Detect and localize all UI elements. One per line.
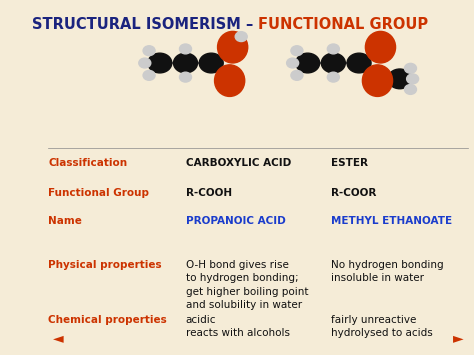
Ellipse shape xyxy=(363,65,392,97)
Circle shape xyxy=(404,84,417,94)
Circle shape xyxy=(180,72,191,82)
Circle shape xyxy=(143,70,155,80)
Text: Chemical properties: Chemical properties xyxy=(48,315,167,325)
Circle shape xyxy=(235,32,247,42)
Circle shape xyxy=(173,53,198,73)
Text: STRUCTURAL ISOMERISM –: STRUCTURAL ISOMERISM – xyxy=(32,17,258,32)
Circle shape xyxy=(328,72,339,82)
Text: R-COOR: R-COOR xyxy=(331,188,376,198)
Text: acidic
reacts with alcohols: acidic reacts with alcohols xyxy=(185,315,290,338)
Text: ◄: ◄ xyxy=(53,331,64,345)
Circle shape xyxy=(291,46,303,56)
Text: Physical properties: Physical properties xyxy=(48,260,162,270)
Circle shape xyxy=(287,58,299,68)
Circle shape xyxy=(143,46,155,56)
Circle shape xyxy=(321,53,346,73)
Circle shape xyxy=(148,53,172,73)
Text: ►: ► xyxy=(454,331,464,345)
Text: ESTER: ESTER xyxy=(331,158,368,168)
Text: fairly unreactive
hydrolysed to acids: fairly unreactive hydrolysed to acids xyxy=(331,315,433,338)
Text: O-H bond gives rise
to hydrogen bonding;
get higher boiling point
and solubility: O-H bond gives rise to hydrogen bonding;… xyxy=(185,260,308,310)
Circle shape xyxy=(139,58,151,68)
Text: CARBOXYLIC ACID: CARBOXYLIC ACID xyxy=(185,158,291,168)
Text: No hydrogen bonding
insoluble in water: No hydrogen bonding insoluble in water xyxy=(331,260,444,284)
Text: R-COOH: R-COOH xyxy=(185,188,232,198)
Ellipse shape xyxy=(218,31,248,63)
Text: Name: Name xyxy=(48,216,82,226)
Circle shape xyxy=(404,64,417,73)
Text: PROPANOIC ACID: PROPANOIC ACID xyxy=(185,216,285,226)
Ellipse shape xyxy=(215,65,245,97)
Ellipse shape xyxy=(365,31,396,63)
Circle shape xyxy=(296,53,319,73)
Text: Classification: Classification xyxy=(48,158,128,168)
Circle shape xyxy=(291,70,303,80)
Circle shape xyxy=(180,44,191,54)
Circle shape xyxy=(199,53,223,73)
Text: METHYL ETHANOATE: METHYL ETHANOATE xyxy=(331,216,452,226)
Circle shape xyxy=(347,53,371,73)
Text: FUNCTIONAL GROUP: FUNCTIONAL GROUP xyxy=(258,17,428,32)
Circle shape xyxy=(388,69,412,89)
Circle shape xyxy=(328,44,339,54)
Circle shape xyxy=(407,74,419,84)
Text: Functional Group: Functional Group xyxy=(48,188,149,198)
